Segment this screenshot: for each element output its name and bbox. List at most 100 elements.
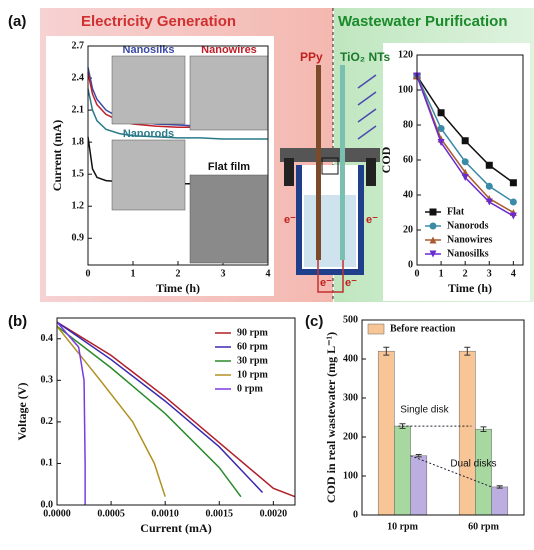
error-bar (496, 485, 503, 489)
error-bar (415, 454, 422, 458)
x-axis-label: Current (mA) (140, 521, 211, 535)
x-tick-label: 10 rpm (387, 521, 419, 532)
panel-label: (c) (305, 313, 323, 330)
y-tick-label: 20 (403, 224, 413, 235)
x-tick-label: 3 (487, 268, 492, 279)
chart-background (383, 43, 530, 301)
bar (394, 425, 411, 516)
x-tick-label: 0 (86, 268, 91, 279)
annotation: Single disk (400, 405, 449, 416)
y-tick-label: 400 (343, 353, 358, 364)
annotation-arrow (410, 455, 492, 488)
legend-swatch (367, 323, 385, 335)
legend-label: 0 rpm (237, 383, 264, 394)
x-tick-label: 60 rpm (468, 521, 500, 532)
y-tick-label: 0 (408, 259, 413, 270)
x-tick-label: 1 (131, 268, 136, 279)
marker (461, 174, 469, 181)
marker (485, 161, 493, 169)
y-tick-label: 120 (398, 49, 413, 60)
y-tick-label: 100 (398, 84, 413, 95)
bar (458, 350, 476, 516)
plot-frame (56, 317, 296, 506)
bar (475, 428, 492, 516)
banner: Electricity Generation (81, 13, 236, 30)
y-tick-label: 0.3 (41, 375, 54, 386)
line (87, 88, 268, 140)
panel-label: (b) (8, 313, 27, 330)
banner: Wastewater Purification (338, 13, 507, 30)
x-tick-label: 1 (439, 268, 444, 279)
error-bar (383, 346, 390, 356)
y-tick-label: 0.0 (41, 499, 54, 510)
x-axis-label: Time (h) (156, 281, 200, 295)
y-tick-label: 0 (353, 509, 358, 520)
y-tick-label: 200 (343, 431, 358, 442)
x-tick-label: 4 (511, 268, 516, 279)
bar (377, 350, 395, 516)
plot-frame (416, 54, 524, 266)
reactor (280, 65, 380, 293)
marker (461, 158, 469, 166)
legend-label: 60 rpm (237, 341, 269, 352)
x-tick-label: 0.0005 (97, 508, 125, 519)
line (56, 321, 86, 505)
marker (509, 179, 517, 187)
marker (509, 198, 517, 206)
y-tick-label: 0.1 (41, 458, 54, 469)
annotation: Dual disks (450, 458, 496, 469)
electrode-label: TiO₂ NTs (340, 50, 391, 64)
inset-label: Nanorods (123, 128, 174, 140)
plot-frame (361, 319, 525, 516)
x-tick-label: 0.0015 (206, 508, 234, 519)
legend-label: 30 rpm (237, 355, 269, 366)
legend-marker (429, 250, 437, 258)
y-tick-label: 80 (403, 119, 413, 130)
marker (437, 125, 445, 132)
marker (437, 139, 445, 146)
x-tick-label: 2 (176, 268, 181, 279)
legend-label: 10 rpm (237, 369, 269, 380)
electrode-label: PPy (300, 50, 323, 64)
bar (491, 486, 509, 516)
line (56, 321, 296, 498)
error-bar (480, 426, 487, 433)
marker (485, 182, 493, 190)
y-axis-label: COD (379, 146, 393, 173)
y-axis-label: COD in real wastewater (mg L⁻¹) (324, 332, 338, 503)
panel-label: (a) (8, 13, 26, 30)
y-tick-label: 1.8 (72, 136, 85, 147)
y-tick-label: 0.9 (72, 233, 85, 244)
electron-label: e⁻ (345, 277, 357, 289)
sem-image (189, 55, 269, 131)
x-tick-label: 2 (463, 268, 468, 279)
marker (509, 212, 517, 220)
marker (437, 109, 445, 117)
legend-label: Nanosilks (447, 248, 489, 259)
y-tick-label: 2.7 (72, 40, 85, 51)
y-tick-label: 300 (343, 392, 358, 403)
y-tick-label: 1.5 (72, 168, 85, 179)
legend-label: Nanorods (447, 220, 489, 231)
electron-label: e⁻ (366, 214, 378, 226)
y-tick-label: 100 (343, 470, 358, 481)
y-tick-label: 1.2 (72, 201, 85, 212)
y-axis-label: Voltage (V) (15, 383, 29, 441)
x-tick-label: 4 (266, 268, 271, 279)
legend-label: Flat (447, 206, 465, 217)
x-tick-label: 0.0000 (43, 508, 71, 519)
inset-label: Nanowires (201, 44, 257, 56)
y-tick-label: 0.2 (41, 416, 54, 427)
plot-frame (87, 45, 269, 266)
line (56, 321, 264, 494)
error-bar (464, 346, 471, 356)
marker (485, 198, 493, 206)
legend-marker (429, 208, 437, 216)
x-tick-label: 0 (415, 268, 420, 279)
x-tick-label: 0.0010 (151, 508, 179, 519)
y-tick-label: 2.1 (72, 104, 85, 115)
x-tick-label: 3 (221, 268, 226, 279)
x-axis-label: Time (h) (448, 281, 492, 295)
sem-image (111, 55, 186, 125)
